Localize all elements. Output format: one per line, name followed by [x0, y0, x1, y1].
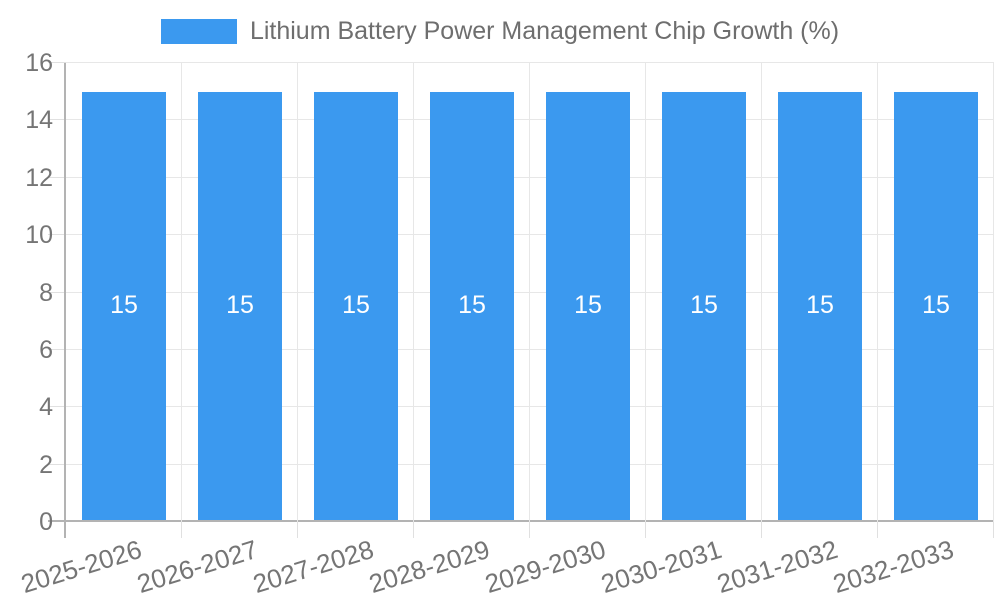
bar-value-label: 15 — [110, 291, 138, 320]
bar-value-label: 15 — [690, 291, 718, 320]
bar[interactable]: 15 — [894, 91, 978, 520]
bar[interactable]: 15 — [314, 91, 398, 520]
y-tick-mark — [48, 463, 66, 465]
bar-value-label: 15 — [458, 291, 486, 320]
y-tick-label: 6 — [39, 335, 53, 364]
legend-item[interactable]: Lithium Battery Power Management Chip Gr… — [0, 17, 1000, 45]
y-tick-label: 12 — [25, 163, 53, 192]
bar-value-label: 15 — [226, 291, 254, 320]
y-tick-mark — [48, 234, 66, 236]
x-tick-label: 2027-2028 — [249, 534, 377, 600]
grid-line-vertical — [64, 63, 66, 522]
grid-line-horizontal — [66, 348, 994, 350]
legend-label: Lithium Battery Power Management Chip Gr… — [249, 17, 840, 45]
legend-swatch — [160, 18, 237, 44]
grid-line-vertical — [645, 63, 646, 522]
y-tick-mark — [48, 62, 66, 63]
y-tick-label: 14 — [25, 106, 53, 135]
y-tick-mark — [48, 176, 66, 178]
grid-line-vertical — [297, 63, 298, 522]
x-tick-mark — [413, 522, 414, 538]
x-tick-mark — [761, 522, 762, 538]
bar[interactable]: 15 — [662, 91, 746, 520]
bar[interactable]: 15 — [546, 91, 630, 520]
bar-value-label: 15 — [922, 291, 950, 320]
grid-line-vertical — [761, 63, 762, 522]
grid-line-horizontal — [66, 234, 994, 236]
bar[interactable]: 15 — [82, 91, 166, 520]
x-tick-label: 2031-2032 — [713, 534, 841, 600]
x-tick-label: 2028-2029 — [365, 534, 493, 600]
x-tick-mark — [181, 522, 182, 538]
grid-line-horizontal — [66, 463, 994, 465]
grid-line-horizontal — [66, 406, 994, 408]
grid-line-horizontal — [66, 119, 994, 121]
x-tick-label: 2025-2026 — [17, 534, 145, 600]
y-tick-mark — [48, 291, 66, 293]
bar[interactable]: 15 — [430, 91, 514, 520]
grid-line-horizontal — [66, 176, 994, 178]
x-tick-mark — [297, 522, 298, 538]
x-tick-label: 2029-2030 — [481, 534, 609, 600]
grid-line-vertical — [993, 63, 994, 522]
grid-line-vertical — [529, 63, 530, 522]
y-tick-label: 16 — [25, 49, 53, 77]
y-tick-label: 4 — [39, 393, 53, 422]
y-tick-mark — [48, 406, 66, 408]
y-tick-mark — [48, 520, 66, 522]
grid-line-vertical — [181, 63, 182, 522]
y-tick-label: 8 — [39, 278, 53, 307]
bar-value-label: 15 — [806, 291, 834, 320]
y-tick-mark — [48, 119, 66, 121]
grid-line-vertical — [413, 63, 414, 522]
grid-line-horizontal — [66, 291, 994, 293]
x-tick-mark — [645, 522, 646, 538]
grid-line-horizontal — [66, 62, 994, 63]
y-tick-label: 10 — [25, 221, 53, 250]
bar-value-label: 15 — [342, 291, 370, 320]
x-tick-mark — [877, 522, 878, 538]
grid-line-horizontal — [66, 520, 994, 522]
x-tick-label: 2032-2033 — [829, 534, 957, 600]
x-tick-mark — [529, 522, 530, 538]
bar[interactable]: 15 — [198, 91, 282, 520]
y-tick-mark — [48, 348, 66, 350]
grid-line-vertical — [877, 63, 878, 522]
y-tick-label: 0 — [39, 508, 53, 536]
x-tick-label: 2030-2031 — [597, 534, 725, 600]
x-tick-label: 2026-2027 — [133, 534, 261, 600]
y-tick-label: 2 — [39, 450, 53, 479]
x-tick-mark — [993, 522, 994, 538]
bar[interactable]: 15 — [778, 91, 862, 520]
x-tick-mark — [64, 522, 66, 538]
bar-value-label: 15 — [574, 291, 602, 320]
